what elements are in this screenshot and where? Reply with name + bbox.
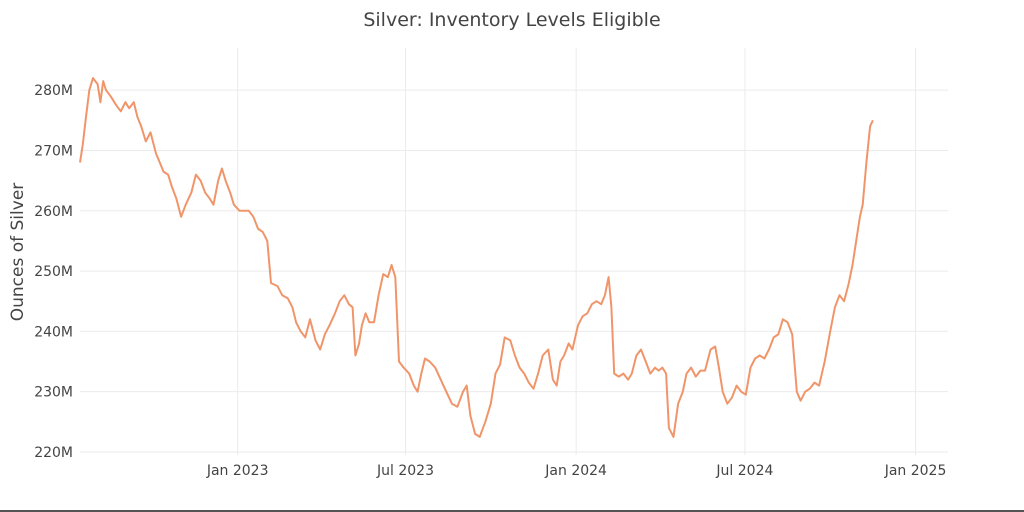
y-tick-label: 270M bbox=[34, 143, 73, 159]
x-tick-label: Jan 2024 bbox=[544, 463, 607, 479]
x-tick-label: Jan 2023 bbox=[206, 463, 269, 479]
x-tick-labels: Jan 2023 Jul 2023 Jan 2024 Jul 2024 Jan 2025 bbox=[206, 463, 947, 479]
y-tick-label: 220M bbox=[34, 445, 73, 461]
y-axis-label: Ounces of Silver bbox=[8, 183, 28, 322]
y-tick-label: 240M bbox=[34, 324, 73, 340]
x-tick-label: Jul 2023 bbox=[376, 463, 434, 479]
y-tick-label: 260M bbox=[34, 204, 73, 220]
chart-title: Silver: Inventory Levels Eligible bbox=[363, 9, 660, 31]
series-line bbox=[79, 77, 874, 438]
gridlines bbox=[80, 48, 948, 455]
x-tick-label: Jul 2024 bbox=[715, 463, 773, 479]
y-tick-label: 250M bbox=[34, 264, 73, 280]
bottom-divider bbox=[0, 510, 1024, 512]
y-tick-labels: 220M 230M 240M 250M 260M 270M 280M bbox=[34, 83, 73, 461]
y-tick-label: 280M bbox=[34, 83, 73, 99]
series-layer bbox=[79, 77, 874, 438]
x-tick-label: Jan 2025 bbox=[884, 463, 947, 479]
y-tick-label: 230M bbox=[34, 385, 73, 401]
